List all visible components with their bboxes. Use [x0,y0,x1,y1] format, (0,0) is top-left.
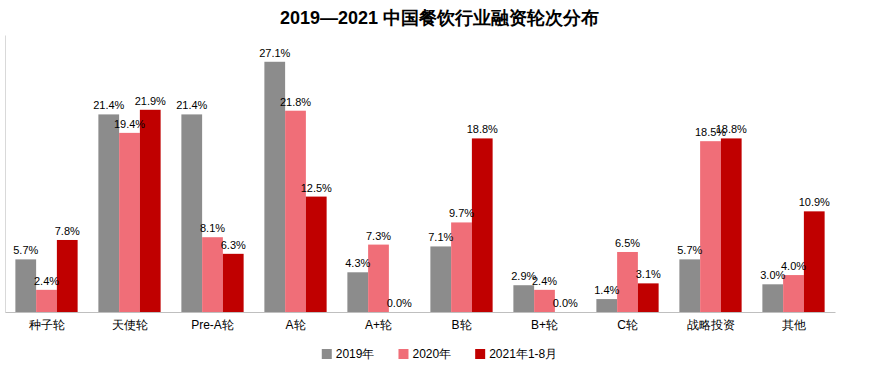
bar [700,141,721,312]
bar [223,254,244,312]
data-label: 21.8% [280,96,311,108]
data-label: 10.9% [799,196,830,208]
legend-item: 2021年1-8月 [475,347,557,361]
data-label: 7.8% [55,225,80,237]
bar [389,312,410,313]
data-label: 7.1% [428,231,453,243]
data-label: 7.3% [366,230,391,242]
data-label: 3.1% [636,268,661,280]
x-tick-label: 战略投资 [687,318,735,332]
bar [306,197,327,312]
data-label: 27.1% [259,47,290,59]
bar [181,114,202,312]
x-tick-label: A轮 [285,318,305,332]
data-label: 5.7% [677,244,702,256]
y-axis-line [5,36,6,313]
data-label: 8.1% [200,222,225,234]
data-label: 9.7% [449,207,474,219]
bar [140,110,161,312]
bar [513,285,534,312]
x-axis: 种子轮 天使轮 Pre-A轮 A轮 A+轮 B轮 B+轮 C轮 战略投资 其他 [6,312,836,332]
y-axis [5,36,6,313]
x-tick: 天使轮 [112,312,148,332]
data-label: 21.9% [135,95,166,107]
data-label: 6.5% [615,237,640,249]
legend-label: 2019年 [336,347,375,361]
legend-label: 2020年 [412,347,451,361]
x-tick: B轮 [451,312,471,332]
bar [555,312,576,313]
x-axis-line [6,312,836,313]
bar [638,283,659,312]
data-label: 0.0% [553,297,578,309]
data-label: 4.0% [781,260,806,272]
data-label: 2.4% [532,275,557,287]
bar [596,299,617,312]
bar [430,246,451,312]
x-tick: 其他 [782,312,806,332]
x-tick-label: B+轮 [531,318,558,332]
x-tick-label: B轮 [451,318,471,332]
bar [783,275,804,312]
x-tick-label: C轮 [617,318,638,332]
bars [15,62,824,312]
bar [119,133,140,312]
legend-swatch [322,349,332,359]
bar [762,284,783,312]
data-label: 2.4% [34,275,59,287]
x-tick-label: 其他 [782,318,806,332]
legend-item: 2019年 [322,347,375,361]
x-tick-label: 种子轮 [29,318,65,332]
data-label: 18.8% [716,123,747,135]
title: 2019—2021 中国餐饮行业融资轮次分布 [280,8,599,28]
x-tick-label: 天使轮 [112,318,148,332]
x-tick: C轮 [617,312,638,332]
bar [617,252,638,312]
x-tick-label: Pre-A轮 [191,318,234,332]
data-label: 0.0% [387,297,412,309]
bar [36,290,57,312]
data-label: 4.3% [345,257,370,269]
data-label: 12.5% [301,182,332,194]
bar [57,240,78,312]
x-tick: A+轮 [365,312,392,332]
data-label: 1.4% [594,284,619,296]
data-labels: 5.7%21.4%21.4%27.1%4.3%7.1%2.9%1.4%5.7%3… [13,47,830,309]
data-label: 6.3% [221,239,246,251]
bar [679,259,700,312]
bar [804,211,825,312]
x-tick: A轮 [285,312,305,332]
legend-swatch [475,349,485,359]
chart: 2019—2021 中国餐饮行业融资轮次分布种子轮 天使轮 Pre-A轮 A轮 A+轮 B… [0,0,879,368]
data-label: 5.7% [13,244,38,256]
legend-swatch [398,349,408,359]
x-tick: Pre-A轮 [191,312,234,332]
bar [721,138,742,312]
x-tick: 种子轮 [29,312,65,332]
x-tick: B+轮 [531,312,558,332]
bar [451,222,472,312]
x-tick-label: A+轮 [365,318,392,332]
bar [285,111,306,312]
legend-label: 2021年1-8月 [489,347,557,361]
data-label: 19.4% [114,118,145,130]
data-label: 21.4% [93,99,124,111]
legend-item: 2020年 [398,347,451,361]
bar [347,272,368,312]
legend: 2019年 2020年 2021年1-8月 [322,347,557,361]
bar [98,114,119,312]
data-label: 21.4% [176,99,207,111]
bar [472,138,493,312]
data-label: 18.8% [467,123,498,135]
x-tick: 战略投资 [687,312,735,332]
